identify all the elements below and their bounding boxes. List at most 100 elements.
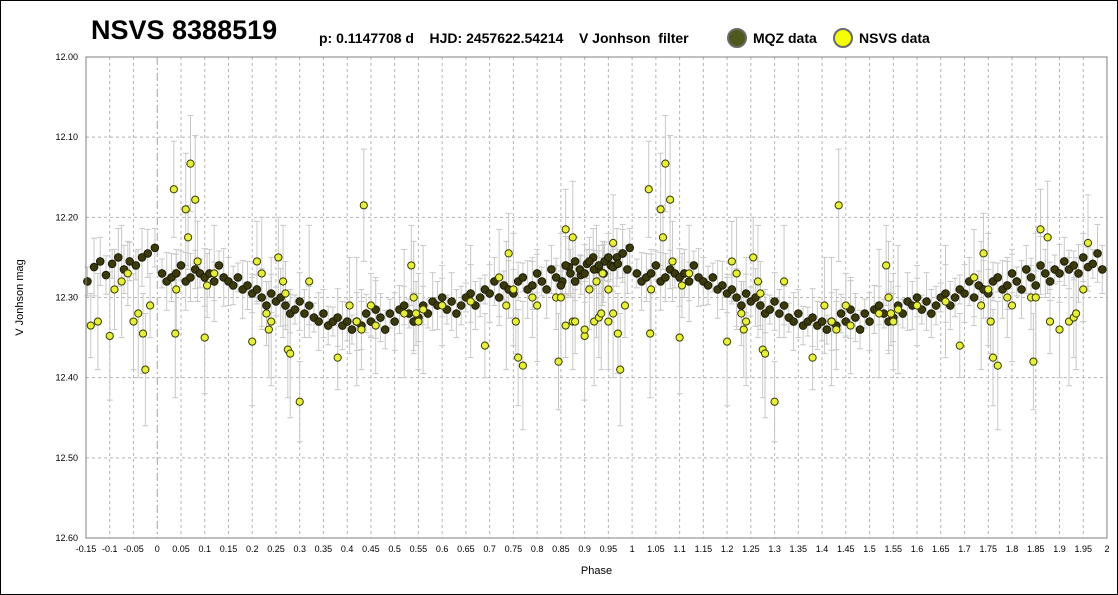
nsvs-data-point bbox=[609, 309, 618, 318]
mqz-data-point bbox=[125, 257, 134, 266]
mqz-data-point bbox=[625, 243, 635, 253]
y-tick-label: 12.40 bbox=[55, 373, 78, 383]
mqz-data-point bbox=[1045, 277, 1055, 286]
nsvs-data-point bbox=[727, 257, 736, 266]
x-tick-label: 1.55 bbox=[885, 544, 903, 554]
nsvs-data-point bbox=[169, 185, 178, 194]
mqz-data-point bbox=[1059, 257, 1069, 266]
nsvs-data-point bbox=[414, 317, 423, 326]
nsvs-data-point bbox=[262, 309, 271, 318]
nsvs-data-point bbox=[286, 349, 295, 358]
mqz-data-point bbox=[646, 269, 656, 278]
nsvs-data-point bbox=[647, 285, 656, 294]
mqz-data-point bbox=[542, 285, 551, 294]
nsvs-data-point bbox=[841, 301, 850, 310]
mqz-data-point bbox=[960, 289, 969, 298]
nsvs-data-point bbox=[874, 309, 884, 318]
nsvs-data-point bbox=[749, 253, 758, 262]
x-tick-label: 1.9 bbox=[1053, 544, 1066, 554]
mqz-data-point bbox=[566, 269, 575, 278]
x-tick-label: 0.7 bbox=[483, 544, 496, 554]
nsvs-data-point bbox=[889, 317, 898, 326]
nsvs-data-point bbox=[186, 159, 195, 168]
mqz-data-point bbox=[131, 261, 141, 270]
data-points bbox=[83, 159, 1107, 406]
x-tick-label: 0.75 bbox=[505, 544, 523, 554]
legend-label-mqz: MQZ data bbox=[753, 30, 817, 46]
nsvs-data-point bbox=[480, 341, 490, 350]
nsvs-data-point bbox=[609, 238, 618, 248]
nsvs-data-point bbox=[191, 195, 200, 204]
y-tick-label: 12.20 bbox=[55, 212, 78, 222]
nsvs-data-point bbox=[656, 205, 665, 214]
mqz-data-point bbox=[456, 301, 466, 310]
mqz-data-point bbox=[561, 261, 570, 270]
nsvs-data-point bbox=[1007, 301, 1017, 310]
mqz-data-point bbox=[528, 281, 537, 290]
legend-item-mqz: MQZ data bbox=[727, 28, 817, 48]
nsvs-data-point bbox=[827, 317, 836, 326]
x-tick-label: 1 bbox=[630, 544, 635, 554]
mqz-data-point bbox=[95, 257, 105, 266]
nsvs-data-point bbox=[644, 185, 653, 194]
nsvs-data-point bbox=[511, 317, 520, 326]
mqz-data-point bbox=[922, 297, 931, 306]
y-tick-label: 12.30 bbox=[55, 293, 78, 303]
nsvs-data-point bbox=[146, 301, 155, 310]
nsvs-data-point bbox=[741, 317, 751, 326]
x-tick-label: 1.35 bbox=[790, 544, 808, 554]
nsvs-data-point bbox=[597, 309, 606, 318]
x-tick-label: 1.75 bbox=[980, 544, 998, 554]
mqz-data-point bbox=[912, 293, 922, 302]
mqz-data-point bbox=[295, 297, 304, 306]
mqz-data-point bbox=[661, 273, 670, 282]
nsvs-data-point bbox=[685, 269, 694, 278]
mqz-data-point bbox=[817, 317, 827, 326]
mqz-data-point bbox=[632, 269, 642, 278]
nsvs-data-point bbox=[400, 309, 409, 318]
x-tick-label: 1.5 bbox=[863, 544, 876, 554]
mqz-data-point bbox=[1088, 259, 1098, 269]
mqz-data-point bbox=[485, 289, 494, 298]
x-tick-label: 0.05 bbox=[172, 544, 190, 554]
nsvs-data-point bbox=[134, 309, 143, 318]
nsvs-data-point bbox=[832, 325, 841, 334]
mqz-data-point bbox=[475, 293, 485, 302]
mqz-data-point bbox=[623, 265, 632, 274]
mqz-data-point bbox=[452, 309, 461, 318]
mqz-data-point bbox=[860, 309, 870, 318]
nsvs-data-point bbox=[986, 317, 995, 326]
mqz-data-point bbox=[300, 309, 309, 318]
mqz-data-point bbox=[1040, 269, 1050, 278]
mqz-data-point bbox=[741, 289, 751, 298]
x-tick-label: 1.95 bbox=[1074, 544, 1092, 554]
x-tick-label: 0.25 bbox=[267, 544, 285, 554]
x-tick-label: 1.65 bbox=[932, 544, 950, 554]
mqz-data-point bbox=[107, 259, 117, 269]
nsvs-data-point bbox=[466, 297, 475, 306]
nsvs-data-point bbox=[171, 329, 180, 338]
nsvs-data-point bbox=[504, 249, 513, 258]
x-tick-label: 0.1 bbox=[198, 544, 211, 554]
y-tick-label: 12.50 bbox=[55, 453, 78, 463]
nsvs-data-point bbox=[502, 301, 511, 310]
mqz-data-point bbox=[765, 305, 775, 314]
x-tick-label: 1.15 bbox=[695, 544, 713, 554]
mqz-data-point bbox=[779, 301, 789, 310]
x-tick-label: 1.2 bbox=[721, 544, 734, 554]
nsvs-data-point bbox=[554, 357, 563, 366]
x-tick-label: 1.4 bbox=[816, 544, 829, 554]
mqz-data-point bbox=[385, 309, 395, 318]
mqz-data-point bbox=[874, 301, 884, 310]
nsvs-data-point bbox=[172, 285, 181, 294]
mqz-data-point bbox=[376, 313, 385, 322]
x-tick-label: 1.7 bbox=[958, 544, 971, 554]
mqz-data-point bbox=[150, 243, 160, 253]
nsvs-data-point bbox=[993, 361, 1002, 370]
mqz-data-point bbox=[186, 273, 195, 282]
mqz-data-point bbox=[257, 293, 267, 302]
mqz-data-point bbox=[789, 317, 798, 326]
mqz-data-point bbox=[926, 309, 936, 318]
y-tick-label: 12.10 bbox=[55, 132, 78, 142]
